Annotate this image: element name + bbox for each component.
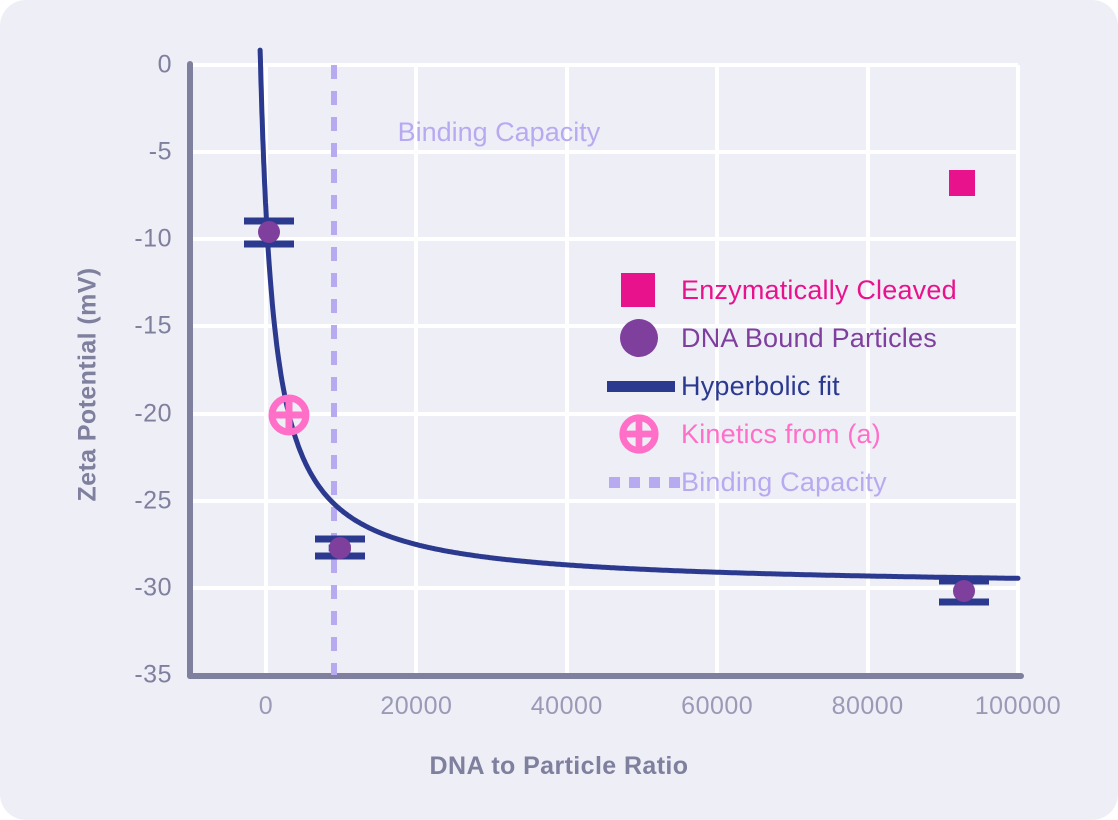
crossed-circle-marker	[607, 410, 681, 458]
gridline-horizontal	[193, 63, 1018, 67]
y-tick-label: -30	[134, 573, 172, 602]
data-point-enzymatically-cleaved	[948, 169, 975, 196]
x-tick-label: 80000	[831, 692, 904, 720]
gridline-horizontal	[193, 585, 1018, 590]
data-point-dna-bound	[952, 580, 975, 603]
y-tick-label: -35	[134, 660, 172, 689]
data-point-dna-bound	[258, 221, 280, 244]
chart-legend: Enzymatically Cleaved DNA Bound Particles…	[607, 266, 957, 506]
gridline-horizontal	[193, 150, 1018, 155]
gridline-vertical	[1016, 65, 1020, 675]
legend-item-label: Binding Capacity	[681, 466, 887, 497]
error-bar-cap	[244, 217, 294, 225]
legend-item[interactable]: DNA Bound Particles	[607, 314, 957, 362]
x-tick-label: 60000	[681, 692, 754, 720]
x-axis-tick-labels: 0 20000 40000 60000 80000 100000	[0, 692, 1118, 732]
legend-item-label: DNA Bound Particles	[681, 322, 937, 353]
x-tick-label: 40000	[530, 692, 603, 720]
legend-item[interactable]: Binding Capacity	[607, 458, 957, 506]
legend-item-label: Hyperbolic fit	[681, 370, 840, 401]
y-tick-label: -10	[134, 224, 172, 253]
gridline-horizontal	[193, 237, 1018, 242]
x-axis-spine	[187, 673, 1024, 679]
y-axis-title: Zeta Potential (mV)	[73, 267, 102, 502]
y-tick-label: 0	[157, 50, 172, 79]
gridline-vertical	[414, 65, 419, 675]
line-marker	[607, 362, 681, 410]
y-axis-spine	[187, 61, 193, 679]
binding-capacity-annotation: Binding Capacity	[397, 116, 601, 147]
x-axis-title: DNA to Particle Ratio	[429, 752, 689, 780]
legend-item-label: Kinetics from (a)	[681, 418, 881, 449]
dotted-line-marker	[607, 458, 681, 506]
x-tick-label: 100000	[974, 692, 1062, 720]
data-point-kinetics	[266, 392, 312, 438]
y-tick-label: -20	[134, 399, 172, 428]
y-tick-label: -5	[148, 137, 172, 166]
error-bar-cap	[244, 240, 294, 248]
legend-item-label: Enzymatically Cleaved	[681, 274, 957, 305]
binding-capacity-line	[330, 65, 337, 675]
circle-marker	[607, 314, 681, 362]
gridline-vertical	[564, 65, 569, 675]
y-tick-label: -25	[134, 486, 172, 515]
y-axis-tick-labels: 0 -5 -10 -15 -20 -25 -30 -35	[100, 0, 172, 820]
gridline-vertical	[264, 65, 268, 675]
legend-item[interactable]: Enzymatically Cleaved	[607, 266, 957, 314]
legend-item[interactable]: Hyperbolic fit	[607, 362, 957, 410]
x-tick-label: 0	[258, 692, 274, 720]
y-tick-label: -15	[134, 311, 172, 340]
data-point-dna-bound	[328, 536, 351, 559]
x-tick-label: 20000	[380, 692, 453, 720]
square-marker	[607, 266, 681, 314]
legend-item[interactable]: Kinetics from (a)	[607, 410, 957, 458]
